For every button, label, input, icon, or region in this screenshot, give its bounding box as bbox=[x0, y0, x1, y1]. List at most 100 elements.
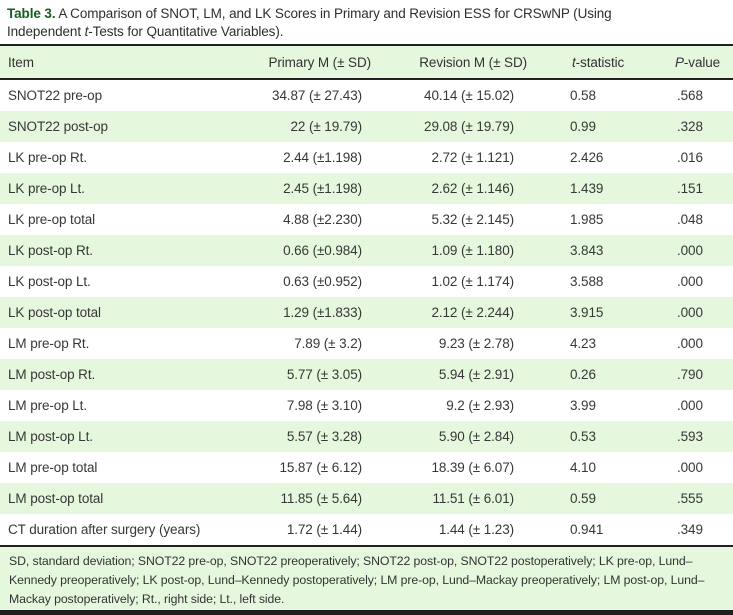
table-caption: Table 3. A Comparison of SNOT, LM, and L… bbox=[0, 0, 733, 44]
cell-p-value: .000 bbox=[677, 336, 703, 351]
cell-primary: 1.29 (±1.833) bbox=[283, 305, 362, 320]
cell-p-value: .790 bbox=[677, 367, 703, 382]
table-row: CT duration after surgery (years) 1.72 (… bbox=[0, 514, 733, 545]
cell-p-value: .000 bbox=[677, 305, 703, 320]
cell-item: LK post-op total bbox=[8, 305, 101, 320]
table-row: SNOT22 pre-op 34.87 (± 27.43) 40.14 (± 1… bbox=[0, 80, 733, 111]
cell-primary: 11.85 (± 5.64) bbox=[280, 491, 362, 506]
cell-item: LM pre-op total bbox=[8, 460, 98, 475]
table-footnote: SD, standard deviation; SNOT22 pre-op, S… bbox=[0, 547, 733, 610]
cell-revision: 11.51 (± 6.01) bbox=[432, 491, 514, 506]
cell-t-statistic: 2.426 bbox=[570, 150, 604, 165]
table-row: LK pre-op total 4.88 (±2.230) 5.32 (± 2.… bbox=[0, 204, 733, 235]
table-row: LM post-op Lt. 5.57 (± 3.28) 5.90 (± 2.8… bbox=[0, 421, 733, 452]
header-t-italic: t bbox=[572, 54, 576, 70]
cell-t-statistic: 0.58 bbox=[570, 88, 596, 103]
cell-p-value: .568 bbox=[677, 88, 703, 103]
cell-revision: 5.90 (± 2.84) bbox=[438, 429, 514, 444]
cell-revision: 29.08 (± 19.79) bbox=[424, 119, 514, 134]
cell-revision: 9.23 (± 2.78) bbox=[438, 336, 514, 351]
cell-p-value: .016 bbox=[677, 150, 703, 165]
table-row: LK post-op Rt. 0.66 (±0.984) 1.09 (± 1.1… bbox=[0, 235, 733, 266]
column-header-primary: Primary M (± SD) bbox=[268, 54, 371, 70]
cell-t-statistic: 3.915 bbox=[570, 305, 604, 320]
cell-t-statistic: 3.99 bbox=[570, 398, 596, 413]
cell-p-value: .328 bbox=[677, 119, 703, 134]
cell-revision: 18.39 (± 6.07) bbox=[431, 460, 514, 475]
table-row: LK post-op total 1.29 (±1.833) 2.12 (± 2… bbox=[0, 297, 733, 328]
column-header-item: Item bbox=[8, 54, 34, 70]
cell-item: LM post-op total bbox=[8, 491, 104, 506]
table-row: LK post-op Lt. 0.63 (±0.952) 1.02 (± 1.1… bbox=[0, 266, 733, 297]
header-p-italic: P bbox=[675, 54, 684, 70]
cell-revision: 5.32 (± 2.145) bbox=[431, 212, 514, 227]
cell-primary: 0.63 (±0.952) bbox=[283, 274, 362, 289]
table-row: LK pre-op Rt. 2.44 (±1.198) 2.72 (± 1.12… bbox=[0, 142, 733, 173]
cell-primary: 34.87 (± 27.43) bbox=[272, 88, 362, 103]
table-row: LM pre-op Lt. 7.98 (± 3.10) 9.2 (± 2.93)… bbox=[0, 390, 733, 421]
cell-t-statistic: 3.588 bbox=[570, 274, 604, 289]
table-row: LM pre-op total 15.87 (± 6.12) 18.39 (± … bbox=[0, 452, 733, 483]
caption-text-before: A Comparison of SNOT, LM, and LK Scores … bbox=[7, 6, 612, 39]
cell-primary: 5.57 (± 3.28) bbox=[286, 429, 362, 444]
column-header-revision: Revision M (± SD) bbox=[419, 54, 527, 70]
cell-revision: 1.09 (± 1.180) bbox=[431, 243, 514, 258]
table-caption-text: Table 3. A Comparison of SNOT, LM, and L… bbox=[7, 5, 662, 41]
cell-primary: 7.98 (± 3.10) bbox=[286, 398, 362, 413]
table-body: SNOT22 pre-op 34.87 (± 27.43) 40.14 (± 1… bbox=[0, 80, 733, 545]
table-row: LM post-op Rt. 5.77 (± 3.05) 5.94 (± 2.9… bbox=[0, 359, 733, 390]
table-number-label: Table 3. bbox=[7, 6, 56, 21]
figure-bottom-bar bbox=[0, 610, 733, 615]
cell-revision: 1.44 (± 1.23) bbox=[438, 522, 514, 537]
cell-t-statistic: 0.26 bbox=[570, 367, 596, 382]
cell-primary: 7.89 (± 3.2) bbox=[294, 336, 362, 351]
cell-primary: 0.66 (±0.984) bbox=[283, 243, 362, 258]
cell-p-value: .349 bbox=[677, 522, 703, 537]
cell-item: LK post-op Rt. bbox=[8, 243, 93, 258]
column-header-p-value: P-value bbox=[645, 55, 733, 70]
cell-revision: 2.12 (± 2.244) bbox=[431, 305, 514, 320]
table-bottom-rule bbox=[0, 545, 733, 547]
cell-t-statistic: 4.10 bbox=[570, 460, 596, 475]
cell-p-value: .555 bbox=[677, 491, 703, 506]
cell-primary: 1.72 (± 1.44) bbox=[286, 522, 362, 537]
header-p-rest: -value bbox=[683, 54, 721, 70]
column-header-t-statistic: t-statistic bbox=[530, 55, 645, 70]
cell-primary: 4.88 (±2.230) bbox=[283, 212, 362, 227]
cell-t-statistic: 1.439 bbox=[570, 181, 604, 196]
cell-item: SNOT22 pre-op bbox=[8, 88, 102, 103]
cell-p-value: .000 bbox=[677, 274, 703, 289]
cell-t-statistic: 0.53 bbox=[570, 429, 596, 444]
cell-primary: 2.45 (±1.198) bbox=[283, 181, 362, 196]
cell-revision: 40.14 (± 15.02) bbox=[424, 88, 514, 103]
header-t-rest: -statistic bbox=[575, 54, 625, 70]
cell-item: CT duration after surgery (years) bbox=[8, 522, 201, 537]
cell-primary: 2.44 (±1.198) bbox=[283, 150, 362, 165]
table-row: LK pre-op Lt. 2.45 (±1.198) 2.62 (± 1.14… bbox=[0, 173, 733, 204]
cell-t-statistic: 3.843 bbox=[570, 243, 604, 258]
cell-item: LM post-op Lt. bbox=[8, 429, 93, 444]
cell-item: LM pre-op Rt. bbox=[8, 336, 90, 351]
footnote-text: SD, standard deviation; SNOT22 pre-op, S… bbox=[9, 554, 705, 606]
table-row: SNOT22 post-op 22 (± 19.79) 29.08 (± 19.… bbox=[0, 111, 733, 142]
table-header-row: Item Primary M (± SD) Revision M (± SD) … bbox=[0, 44, 733, 80]
table-row: LM pre-op Rt. 7.89 (± 3.2) 9.23 (± 2.78)… bbox=[0, 328, 733, 359]
table-row: LM post-op total 11.85 (± 5.64) 11.51 (±… bbox=[0, 483, 733, 514]
cell-item: LK pre-op Lt. bbox=[8, 181, 85, 196]
cell-p-value: .000 bbox=[677, 460, 703, 475]
cell-p-value: .000 bbox=[677, 243, 703, 258]
cell-t-statistic: 0.99 bbox=[570, 119, 596, 134]
cell-primary: 5.77 (± 3.05) bbox=[286, 367, 362, 382]
cell-item: LM post-op Rt. bbox=[8, 367, 96, 382]
cell-p-value: .151 bbox=[677, 181, 703, 196]
cell-p-value: .593 bbox=[677, 429, 703, 444]
caption-italic-t: t bbox=[84, 24, 89, 39]
cell-p-value: .048 bbox=[677, 212, 703, 227]
cell-item: SNOT22 post-op bbox=[8, 119, 108, 134]
cell-t-statistic: 1.985 bbox=[570, 212, 604, 227]
cell-primary: 22 (± 19.79) bbox=[290, 119, 362, 134]
cell-p-value: .000 bbox=[677, 398, 703, 413]
cell-revision: 1.02 (± 1.174) bbox=[431, 274, 514, 289]
cell-t-statistic: 0.59 bbox=[570, 491, 596, 506]
